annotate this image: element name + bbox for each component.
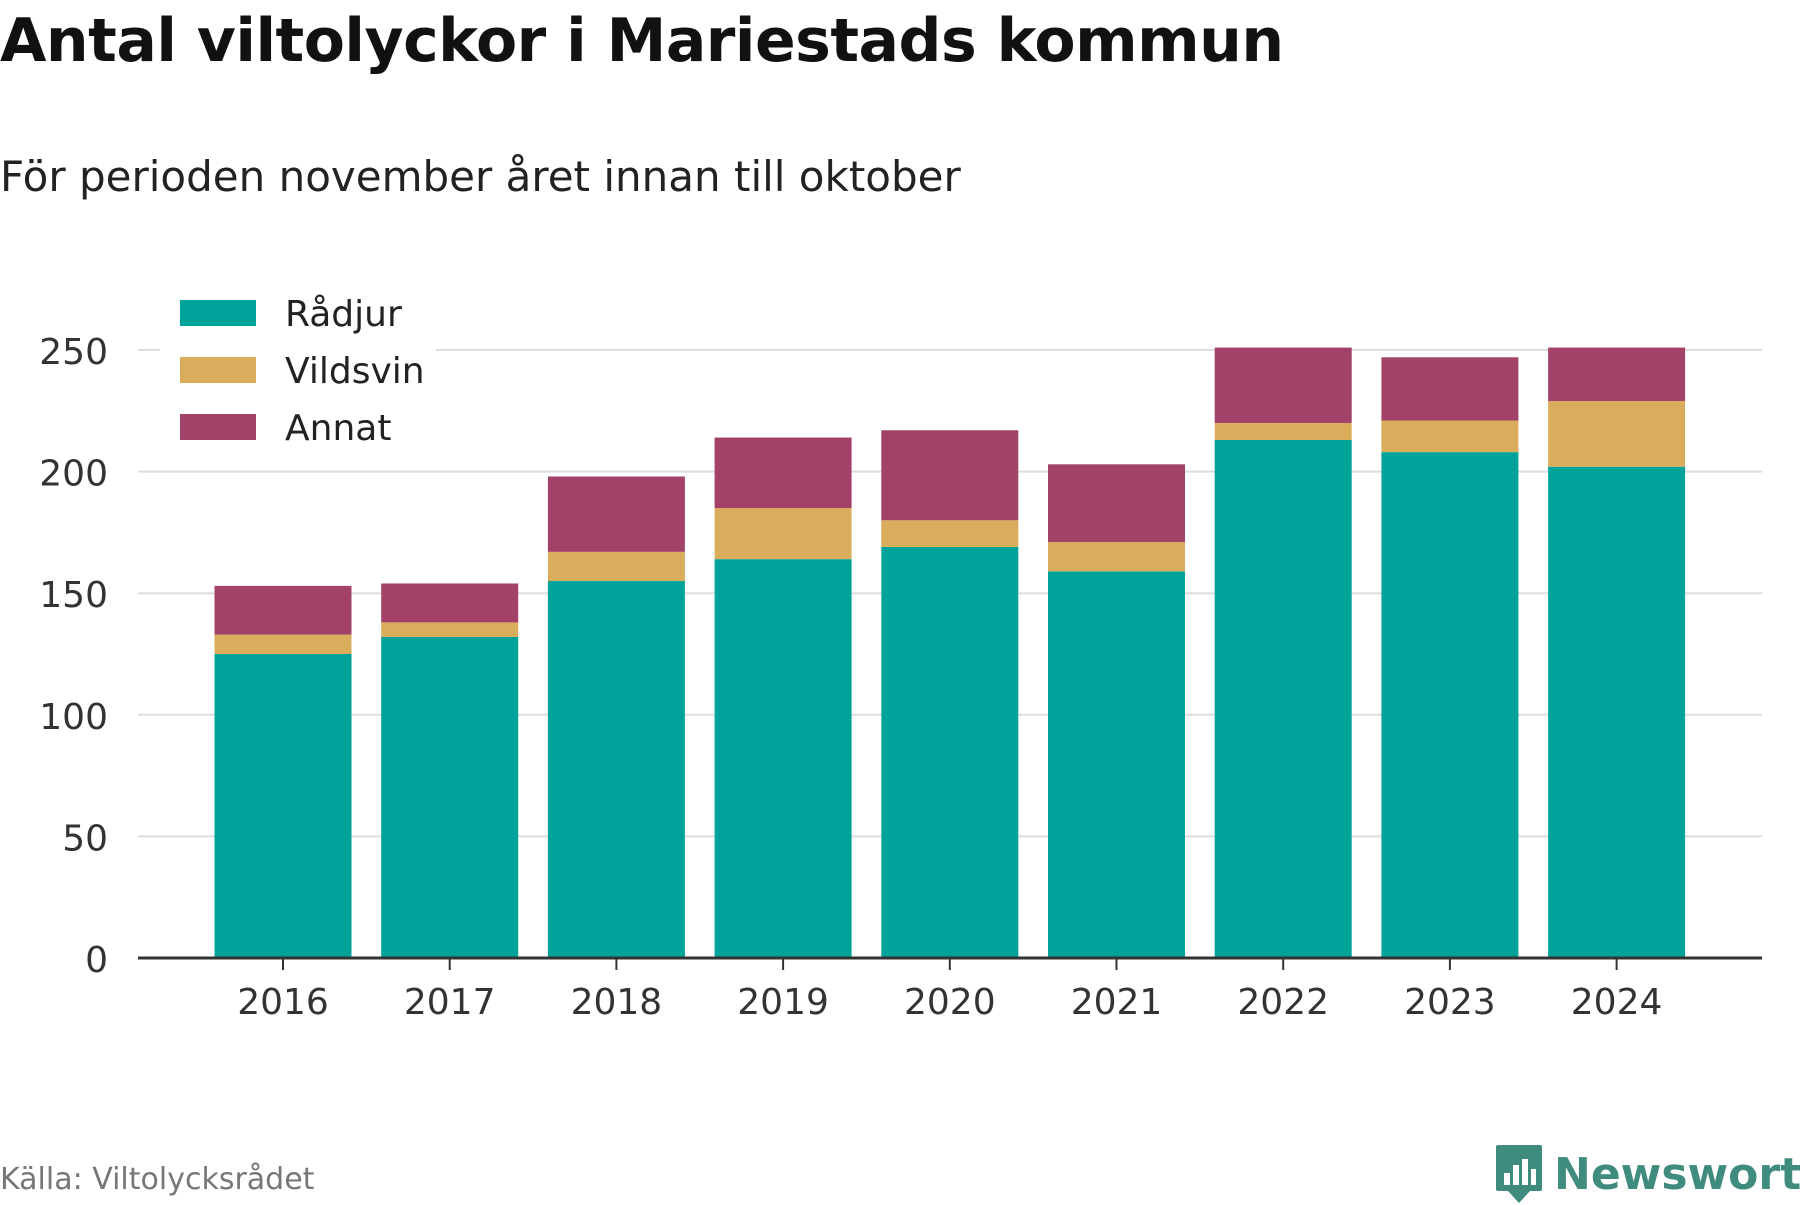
y-tick-label: 200 bbox=[39, 454, 108, 495]
y-tick-label: 0 bbox=[85, 940, 108, 981]
y-tick-label: 150 bbox=[39, 575, 108, 616]
legend-swatch bbox=[180, 414, 256, 440]
bar-segment bbox=[1548, 401, 1686, 467]
bar-segment bbox=[1214, 347, 1352, 423]
bar-segment bbox=[1381, 357, 1519, 421]
legend-label: Vildsvin bbox=[285, 351, 425, 392]
bar-segment bbox=[214, 634, 352, 654]
bar-segment bbox=[1214, 439, 1352, 958]
legend-label: Annat bbox=[285, 408, 391, 449]
x-tick-label: 2023 bbox=[1404, 982, 1496, 1023]
chart-subtitle: För perioden november året innan till ok… bbox=[0, 152, 961, 201]
bar-segment bbox=[1548, 347, 1686, 402]
bar-segment bbox=[214, 585, 352, 635]
bar-segment bbox=[1548, 466, 1686, 958]
x-tick-label: 2022 bbox=[1237, 982, 1329, 1023]
bar-segment bbox=[714, 508, 852, 560]
legend-label: Rådjur bbox=[285, 294, 402, 335]
bar-segment bbox=[381, 583, 519, 623]
y-tick-label: 50 bbox=[62, 818, 108, 859]
x-tick-label: 2021 bbox=[1071, 982, 1163, 1023]
bar-segment bbox=[547, 476, 685, 552]
bar-segment bbox=[881, 520, 1019, 547]
brand-name: Newsworthy bbox=[1554, 1148, 1800, 1200]
bar-segment bbox=[881, 546, 1019, 958]
source-note: Källa: Viltolycksrådet bbox=[0, 1162, 315, 1197]
bar-segment bbox=[214, 654, 352, 958]
legend-swatch bbox=[180, 300, 256, 326]
bar-segment bbox=[381, 622, 519, 637]
newsworthy-logo-icon bbox=[1496, 1145, 1542, 1203]
x-tick-label: 2020 bbox=[904, 982, 996, 1023]
bar-segment bbox=[1214, 422, 1352, 440]
bar-segment bbox=[1048, 464, 1185, 543]
x-tick-label: 2018 bbox=[571, 982, 663, 1023]
bar-segment bbox=[714, 437, 852, 509]
x-tick-label: 2024 bbox=[1571, 982, 1663, 1023]
y-tick-label: 250 bbox=[39, 332, 108, 373]
chart-title: Antal viltolyckor i Mariestads kommun bbox=[0, 6, 1284, 76]
bar-segment bbox=[714, 559, 852, 958]
x-tick-label: 2016 bbox=[237, 982, 329, 1023]
bar-segment bbox=[547, 581, 685, 958]
x-tick-label: 2017 bbox=[404, 982, 496, 1023]
bar-segment bbox=[1048, 571, 1185, 958]
bar-segment bbox=[1048, 542, 1185, 572]
brand-logo: Newsworthy bbox=[1494, 1143, 1800, 1205]
bar-segment bbox=[1381, 452, 1519, 958]
x-tick-label: 2019 bbox=[737, 982, 829, 1023]
y-tick-label: 100 bbox=[39, 697, 108, 738]
legend-swatch bbox=[180, 357, 256, 383]
bar-segment bbox=[381, 636, 519, 958]
bar-segment bbox=[881, 430, 1019, 521]
bar-segment bbox=[1381, 420, 1519, 453]
bar-segment bbox=[547, 551, 685, 582]
